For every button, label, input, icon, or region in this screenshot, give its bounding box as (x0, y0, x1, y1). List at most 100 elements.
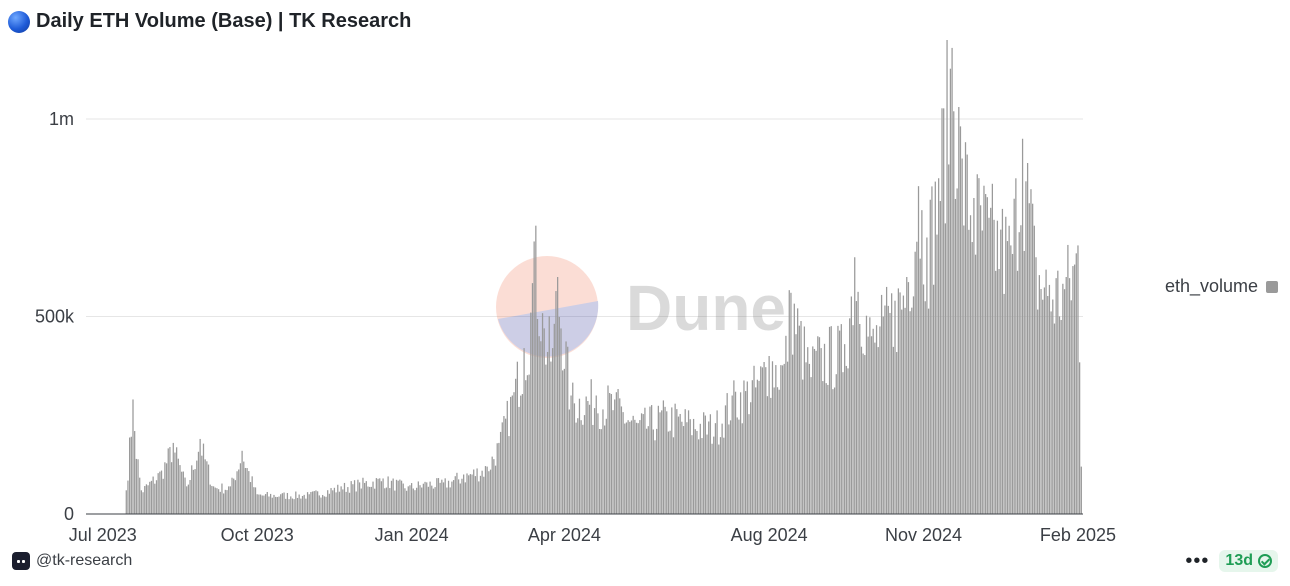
bar[interactable] (1032, 203, 1034, 514)
bar[interactable] (353, 480, 356, 514)
bar[interactable] (639, 420, 641, 514)
bar[interactable] (488, 471, 490, 514)
bar[interactable] (134, 431, 136, 514)
bar[interactable] (595, 395, 597, 515)
bar[interactable] (936, 234, 938, 515)
bar[interactable] (194, 469, 196, 514)
bar[interactable] (357, 479, 359, 514)
bar[interactable] (582, 424, 584, 514)
bar[interactable] (125, 490, 127, 514)
bar[interactable] (288, 499, 290, 514)
bar[interactable] (315, 490, 317, 514)
bar[interactable] (236, 471, 238, 514)
bar[interactable] (231, 477, 233, 514)
bar[interactable] (1023, 250, 1025, 514)
bar[interactable] (390, 480, 393, 514)
bar[interactable] (1006, 241, 1009, 514)
bar[interactable] (565, 341, 567, 514)
bar[interactable] (760, 366, 762, 514)
bar[interactable] (609, 392, 611, 514)
bar[interactable] (162, 478, 164, 514)
bar[interactable] (397, 480, 399, 514)
bar[interactable] (703, 412, 705, 514)
bar[interactable] (805, 362, 807, 514)
bar[interactable] (463, 474, 465, 515)
bar[interactable] (515, 378, 517, 514)
bar[interactable] (773, 387, 775, 514)
bar[interactable] (229, 486, 231, 514)
bar[interactable] (127, 480, 129, 514)
bar[interactable] (682, 426, 685, 514)
bar[interactable] (484, 466, 487, 514)
bar[interactable] (721, 423, 723, 514)
bar[interactable] (228, 486, 230, 514)
bar[interactable] (1055, 278, 1057, 514)
bar[interactable] (1072, 266, 1074, 514)
bar[interactable] (909, 311, 911, 514)
bar[interactable] (362, 477, 364, 514)
bar[interactable] (1050, 311, 1052, 514)
bar[interactable] (436, 478, 438, 514)
bar[interactable] (249, 482, 252, 514)
bar[interactable] (261, 495, 263, 515)
bar[interactable] (907, 282, 910, 514)
bar[interactable] (600, 429, 602, 514)
bar[interactable] (557, 277, 559, 514)
bar[interactable] (491, 456, 493, 514)
bar[interactable] (912, 296, 915, 514)
bar[interactable] (914, 251, 916, 514)
bar[interactable] (283, 492, 285, 515)
bar[interactable] (1008, 225, 1010, 514)
bar[interactable] (610, 394, 612, 514)
bar[interactable] (159, 471, 161, 514)
bar[interactable] (176, 447, 178, 514)
bar[interactable] (374, 488, 376, 514)
bar[interactable] (404, 488, 406, 514)
bar[interactable] (233, 478, 235, 514)
bar[interactable] (140, 490, 143, 514)
bar[interactable] (904, 307, 906, 514)
bar[interactable] (919, 258, 921, 514)
bar[interactable] (1060, 319, 1062, 514)
bar[interactable] (558, 316, 560, 514)
bar[interactable] (392, 478, 394, 514)
bar[interactable] (828, 326, 831, 514)
bar[interactable] (516, 361, 518, 514)
bar[interactable] (441, 479, 443, 514)
bar[interactable] (244, 467, 247, 514)
bar[interactable] (748, 414, 750, 514)
bar[interactable] (296, 497, 299, 514)
bar[interactable] (701, 438, 703, 514)
bar[interactable] (414, 490, 416, 514)
bar[interactable] (130, 436, 132, 514)
bar[interactable] (468, 475, 470, 514)
bar[interactable] (985, 194, 987, 514)
bar[interactable] (694, 429, 696, 514)
bar[interactable] (587, 401, 589, 514)
bar[interactable] (771, 361, 774, 514)
bar[interactable] (974, 254, 977, 514)
bar[interactable] (286, 492, 289, 514)
bar[interactable] (155, 480, 158, 514)
bar[interactable] (741, 423, 743, 514)
bar[interactable] (280, 494, 282, 514)
bar[interactable] (990, 207, 992, 514)
bar[interactable] (1040, 289, 1042, 514)
bar[interactable] (971, 242, 973, 515)
bar[interactable] (160, 470, 163, 514)
bar[interactable] (615, 392, 618, 514)
bar[interactable] (624, 423, 626, 514)
bar[interactable] (389, 488, 391, 514)
bar[interactable] (1047, 296, 1049, 514)
author-handle[interactable]: @tk-research (36, 552, 133, 569)
bar[interactable] (746, 381, 748, 514)
bar[interactable] (614, 399, 616, 514)
bar[interactable] (340, 486, 342, 514)
bar[interactable] (521, 394, 524, 514)
bar[interactable] (795, 334, 797, 514)
bar[interactable] (634, 419, 636, 514)
bar[interactable] (204, 459, 206, 514)
bar[interactable] (570, 395, 572, 515)
bar[interactable] (976, 174, 978, 514)
bar[interactable] (958, 107, 960, 515)
